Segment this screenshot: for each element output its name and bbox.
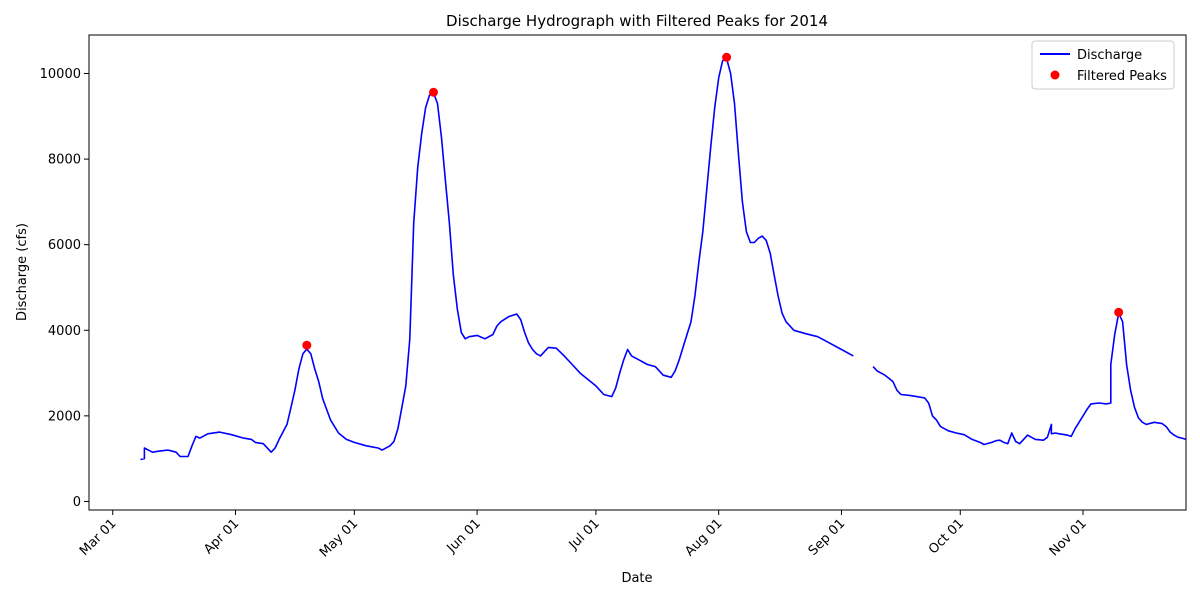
legend-discharge-label: Discharge xyxy=(1077,48,1142,63)
y-tick-label-4: 8000 xyxy=(48,153,81,168)
y-tick-label-0: 0 xyxy=(73,495,81,510)
y-tick-label-3: 6000 xyxy=(48,238,81,253)
plot-frame xyxy=(88,34,1187,511)
discharge-line-segment-1 xyxy=(872,312,1187,446)
peak-point-1 xyxy=(429,87,438,97)
y-axis-label: Discharge (cfs) xyxy=(15,223,30,321)
legend-peaks-swatch xyxy=(1050,70,1060,80)
peak-point-0 xyxy=(302,340,312,350)
legend-peaks-label: Filtered Peaks xyxy=(1077,69,1167,84)
y-tick-label-2: 4000 xyxy=(48,324,81,339)
y-tick-label-5: 10000 xyxy=(40,67,81,82)
peak-point-2 xyxy=(722,52,732,62)
discharge-line-segment-0 xyxy=(140,57,854,461)
peak-point-3 xyxy=(1114,307,1124,317)
y-tick-label-1: 2000 xyxy=(48,409,81,424)
chart-title: Discharge Hydrograph with Filtered Peaks… xyxy=(446,12,828,30)
y-axis: 0 2000 4000 6000 8000 10000 xyxy=(40,67,89,510)
plot-area xyxy=(140,52,1187,461)
legend: Discharge Filtered Peaks xyxy=(1031,40,1175,90)
x-axis-label: Date xyxy=(621,571,652,586)
